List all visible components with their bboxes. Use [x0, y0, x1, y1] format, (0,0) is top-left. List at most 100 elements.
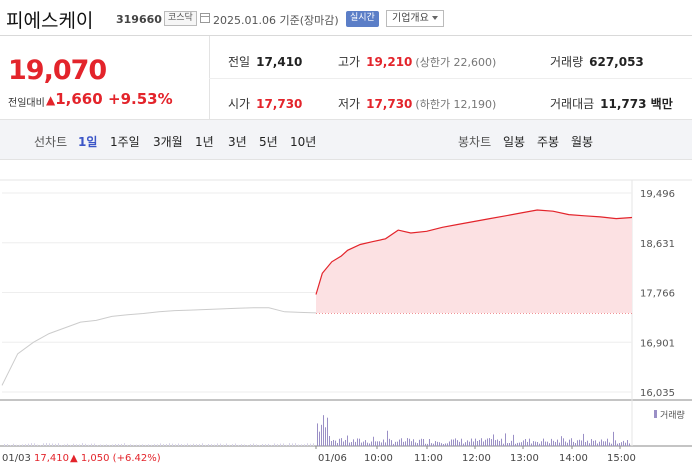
volume-bar — [82, 443, 83, 446]
volume-bar — [22, 444, 23, 446]
volume-bar — [7, 444, 8, 446]
volume-bar — [559, 442, 560, 446]
volume-bar — [187, 443, 188, 446]
current-price: 19,070 — [8, 55, 107, 86]
volume-bar — [467, 440, 468, 446]
tab-weekly[interactable]: 주봉 — [537, 135, 560, 149]
volume-bar — [313, 443, 314, 446]
volume-bar — [607, 438, 608, 446]
volume-bar — [333, 439, 334, 446]
volume-bar — [70, 444, 71, 446]
volume-bar — [513, 434, 514, 446]
volume-bar — [262, 444, 263, 446]
volume-bar — [395, 441, 396, 446]
volume-bar — [371, 441, 372, 446]
volume-bar — [451, 439, 452, 446]
volume-bar — [423, 439, 424, 446]
volume-bar — [244, 444, 245, 446]
volume-bar — [379, 441, 380, 446]
volume-bar — [457, 440, 458, 446]
volume-bar — [463, 443, 464, 446]
tab-daily[interactable]: 일봉 — [503, 135, 526, 149]
volume-bar — [527, 441, 528, 446]
volume-bar — [223, 444, 224, 446]
volume-bar — [629, 443, 630, 446]
tab-3year[interactable]: 3년 — [228, 135, 247, 149]
volume-bar — [253, 443, 254, 446]
volume-bar — [361, 442, 362, 446]
volume-bar — [298, 444, 299, 446]
y-tick-label: 19,496 — [640, 189, 675, 200]
volume-bar — [375, 441, 376, 446]
volume-bar — [613, 431, 614, 446]
volume-bar — [178, 443, 179, 446]
volume-bar — [413, 439, 414, 446]
volume-bar — [569, 439, 570, 446]
volume-bar — [567, 442, 568, 446]
stock-name: 피에스케이 — [6, 10, 94, 32]
volume-bar — [541, 441, 542, 446]
volume-bar — [247, 444, 248, 446]
change-value: ▲1,660 — [46, 90, 103, 108]
volume-bar — [621, 442, 622, 446]
volume-bar — [531, 443, 532, 446]
volume-bar — [441, 443, 442, 446]
stock-header: 피에스케이 319660 코스닥 2025.01.06 기준(장마감) 실시간 … — [0, 0, 692, 36]
volume-bar — [537, 442, 538, 446]
volume-bar — [605, 441, 606, 446]
tab-1day[interactable]: 1일 — [78, 135, 98, 149]
quote-panel: 19,070 전일대비 ▲1,660 +9.53% 전일 17,410 고가 19,… — [0, 36, 692, 120]
volume-bar — [301, 444, 302, 446]
volume-bar — [601, 439, 602, 446]
volume-bar — [589, 443, 590, 446]
volume-bar — [565, 441, 566, 446]
volume: 거래량 627,053 — [550, 55, 644, 69]
volume-bar — [575, 443, 576, 446]
x-tick-label: 12:00 — [462, 453, 491, 464]
volume-bar — [519, 442, 520, 446]
low-price: 저가 17,730 (하한가 12,190) — [338, 97, 497, 111]
volume-bar — [58, 443, 59, 446]
volume-bar — [579, 439, 580, 446]
company-overview-dropdown[interactable]: 기업개요 — [386, 10, 444, 27]
volume-bar — [373, 436, 374, 446]
volume-bar — [417, 443, 418, 446]
tab-1week[interactable]: 1주일 — [110, 135, 140, 149]
prev-day-line — [1, 307, 317, 386]
tab-1year[interactable]: 1년 — [195, 135, 214, 149]
tab-10year[interactable]: 10년 — [290, 135, 317, 149]
volume-bar — [154, 444, 155, 446]
volume-bar — [148, 444, 149, 446]
tab-3month[interactable]: 3개월 — [153, 135, 183, 149]
volume-bar — [43, 443, 44, 446]
volume-bar — [625, 442, 626, 446]
volume-bar — [271, 444, 272, 446]
volume-bar — [603, 441, 604, 446]
volume-bar — [202, 443, 203, 446]
volume-bar — [317, 423, 318, 446]
tab-monthly[interactable]: 월봉 — [571, 135, 594, 149]
volume-bar — [507, 443, 508, 446]
volume-bar — [130, 444, 131, 446]
volume-bar — [241, 444, 242, 446]
volume-bar — [217, 443, 218, 446]
volume-bar — [112, 444, 113, 446]
volume-bar — [437, 441, 438, 446]
volume-bar — [561, 436, 562, 446]
volume-bar — [34, 443, 35, 446]
volume-bar — [453, 439, 454, 446]
volume-bar — [310, 443, 311, 446]
volume-bar — [481, 438, 482, 446]
volume-bar — [435, 441, 436, 446]
volume-bar — [319, 431, 320, 446]
volume-bar — [79, 444, 80, 446]
volume-bar — [163, 444, 164, 446]
volume-bar — [483, 441, 484, 446]
volume-bar — [471, 438, 472, 446]
volume-bar — [415, 442, 416, 446]
volume-bar — [497, 439, 498, 446]
realtime-button[interactable]: 실시간 — [346, 11, 379, 27]
tab-5year[interactable]: 5년 — [259, 135, 278, 149]
volume-bar — [515, 443, 516, 446]
volume-bar — [199, 444, 200, 446]
